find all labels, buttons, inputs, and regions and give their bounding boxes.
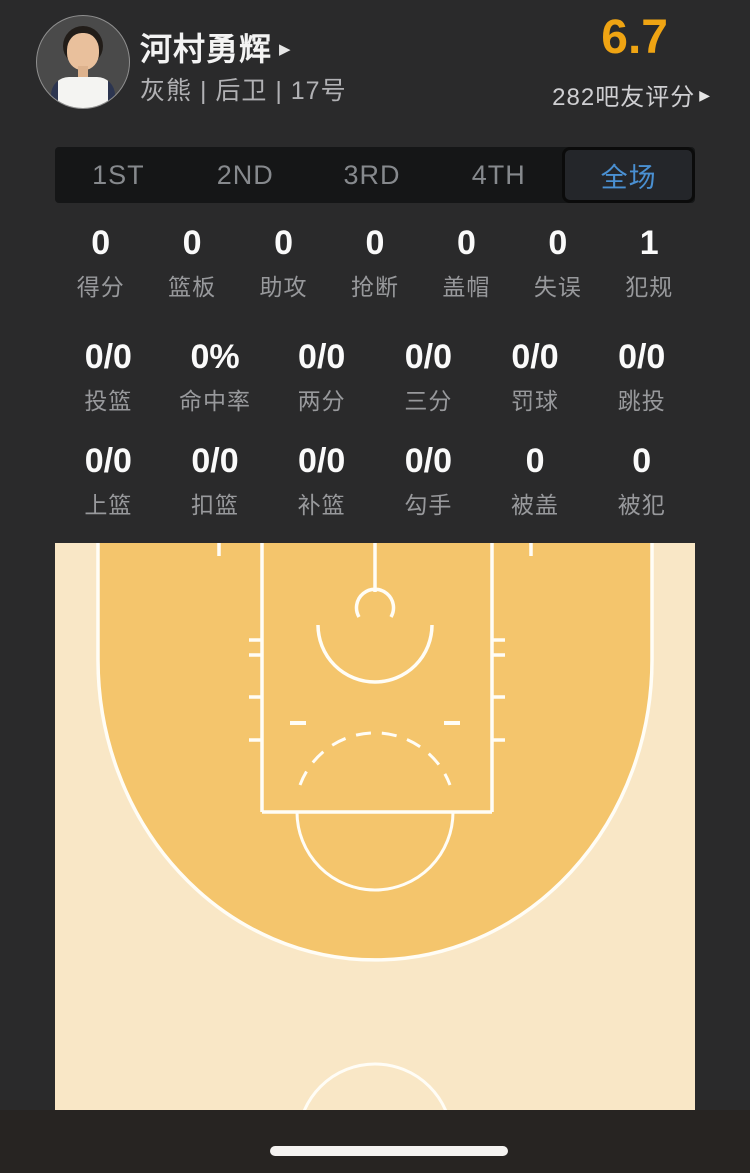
rim-and-stem [354, 543, 396, 618]
stat-value: 0 [632, 442, 652, 480]
stat-value: 0 [182, 224, 202, 262]
chevron-right-icon: ▶ [699, 87, 710, 103]
stat-label: 勾手 [404, 492, 453, 518]
stat-label: 罚球 [511, 388, 560, 414]
stat-label: 两分 [297, 388, 346, 414]
chevron-right-icon: ▶ [279, 40, 291, 58]
baseline-ticks [217, 543, 533, 556]
tab-1st[interactable]: 1ST [92, 159, 145, 190]
rating-caption-link[interactable]: 282吧友评分 ▶ [552, 77, 710, 112]
stat-label: 被犯 [617, 492, 666, 518]
stat-value: 0 [91, 224, 111, 262]
stat-row-shooting: 0/0 投篮 0% 命中率 0/0 两分 0/0 三分 0/0 罚球 0/0 跳… [55, 338, 695, 416]
stat-hook: 0/0 勾手 [375, 442, 482, 520]
player-name: 河村勇辉 [140, 31, 273, 67]
stat-value: 1 [639, 224, 659, 262]
player-avatar[interactable] [36, 15, 130, 109]
stat-value: 0/0 [84, 338, 132, 376]
stat-label: 投篮 [84, 388, 133, 414]
player-meta: 灰熊 | 后卫 | 17号 [140, 77, 347, 105]
stat-value: 0/0 [404, 338, 452, 376]
restricted-area-arc [316, 624, 434, 684]
stat-row-main: 0 得分 0 篮板 0 助攻 0 抢断 0 盖帽 0 失误 1 犯规 [55, 224, 695, 302]
stat-label: 跳投 [617, 388, 666, 414]
stat-fg-pct: 0% 命中率 [162, 338, 269, 416]
three-point-line [96, 543, 654, 962]
stat-value: 0/0 [191, 442, 239, 480]
rating-score: 6.7 [601, 11, 668, 64]
stat-value: 0% [190, 338, 240, 376]
stat-label: 三分 [404, 388, 453, 414]
stat-layup: 0/0 上篮 [55, 442, 162, 520]
avatar-face [67, 33, 99, 70]
stat-label: 扣篮 [191, 492, 239, 518]
stat-blocked: 0 被盖 [482, 442, 589, 520]
stat-row-detail: 0/0 上篮 0/0 扣篮 0/0 补篮 0/0 勾手 0 被盖 0 被犯 [55, 442, 695, 520]
stat-label: 失误 [533, 274, 582, 300]
player-name-link[interactable]: 河村勇辉 ▶ [140, 24, 291, 70]
free-throw-circle-solid [295, 811, 455, 892]
tab-2nd[interactable]: 2ND [216, 159, 274, 190]
stat-rebounds: 0 篮板 [146, 224, 237, 302]
quarter-tabs: 1ST 2ND 3RD 4TH 全场 [55, 147, 695, 203]
tab-full-game[interactable]: 全场 [562, 147, 695, 203]
stat-label: 篮板 [168, 274, 217, 300]
stat-2pt: 0/0 两分 [268, 338, 375, 416]
stat-value: 0/0 [511, 338, 559, 376]
stat-label: 助攻 [259, 274, 308, 300]
stat-fouls: 1 犯规 [604, 224, 695, 302]
stat-label: 盖帽 [442, 274, 491, 300]
avatar-jersey [51, 77, 115, 108]
stat-3pt: 0/0 三分 [375, 338, 482, 416]
stat-value: 0 [548, 224, 568, 262]
stat-label: 上篮 [84, 492, 133, 518]
stat-jumpshot: 0/0 跳投 [588, 338, 695, 416]
stat-label: 抢断 [350, 274, 399, 300]
free-throw-circle-dashed [298, 731, 452, 786]
stat-assists: 0 助攻 [238, 224, 329, 302]
stat-value: 0 [456, 224, 476, 262]
tab-4th[interactable]: 4TH [471, 159, 526, 190]
center-circle [302, 1062, 448, 1110]
shot-chart-court [55, 543, 695, 1110]
stat-turnovers: 0 失误 [512, 224, 603, 302]
stat-value: 0/0 [404, 442, 452, 480]
stat-value: 0/0 [298, 442, 346, 480]
stat-label: 得分 [76, 274, 125, 300]
lane-hash-marks [249, 638, 505, 742]
bottom-bar [0, 1110, 750, 1173]
stat-label: 补篮 [297, 492, 346, 518]
avatar-neck [78, 66, 88, 80]
stat-putback: 0/0 补篮 [268, 442, 375, 520]
stat-value: 0 [525, 442, 545, 480]
stat-fouled: 0 被犯 [588, 442, 695, 520]
stat-value: 0/0 [298, 338, 346, 376]
stat-steals: 0 抢断 [329, 224, 420, 302]
stat-value: 0/0 [618, 338, 666, 376]
stat-value: 0 [274, 224, 294, 262]
home-indicator-handle[interactable] [270, 1146, 508, 1156]
stat-fg: 0/0 投篮 [55, 338, 162, 416]
stat-value: 0 [365, 224, 385, 262]
stat-ft: 0/0 罚球 [482, 338, 589, 416]
stat-value: 0/0 [84, 442, 132, 480]
stat-label: 被盖 [511, 492, 560, 518]
tab-3rd[interactable]: 3RD [343, 159, 401, 190]
stat-blocks: 0 盖帽 [421, 224, 512, 302]
stat-points: 0 得分 [55, 224, 146, 302]
stat-dunk: 0/0 扣篮 [162, 442, 269, 520]
court-inside-3pt-area [98, 543, 652, 960]
rating-caption: 282吧友评分 [552, 84, 696, 111]
stat-label: 命中率 [179, 388, 251, 414]
stat-label: 犯规 [625, 274, 674, 300]
